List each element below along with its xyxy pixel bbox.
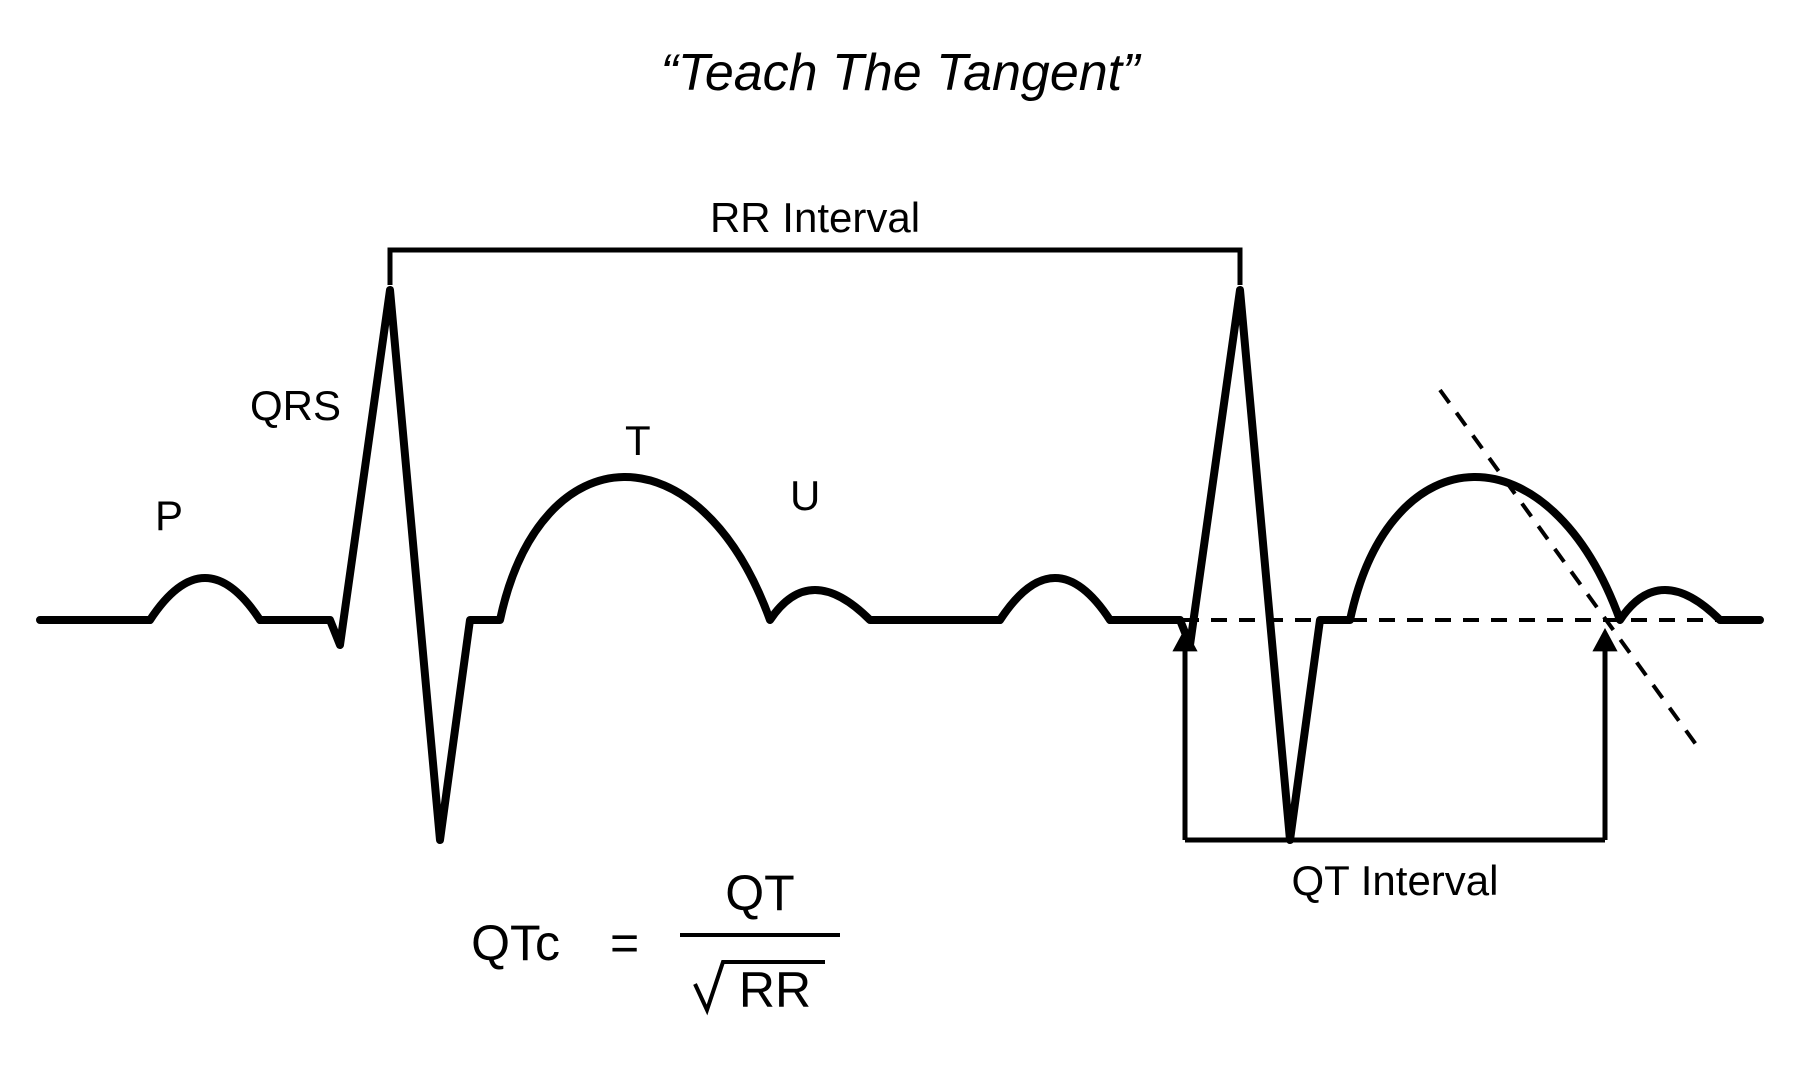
diagram-title: “Teach The Tangent”	[661, 44, 1143, 102]
rr-interval-bracket	[390, 250, 1240, 285]
formula-denom-radicand: RR	[739, 962, 811, 1018]
u-wave-label: U	[790, 472, 820, 519]
qrs-label: QRS	[250, 382, 341, 429]
formula-numerator: QT	[725, 865, 794, 921]
rr-interval-label: RR Interval	[710, 194, 920, 241]
formula-equals: =	[610, 915, 639, 971]
qt-interval-label: QT Interval	[1292, 857, 1499, 904]
formula-lhs: QTc	[471, 915, 560, 971]
qt-arrowhead-right	[1592, 628, 1617, 651]
p-wave-label: P	[155, 492, 183, 539]
tangent-line	[1440, 390, 1700, 750]
t-wave-label: T	[625, 417, 651, 464]
ecg-waveform	[40, 290, 1760, 840]
